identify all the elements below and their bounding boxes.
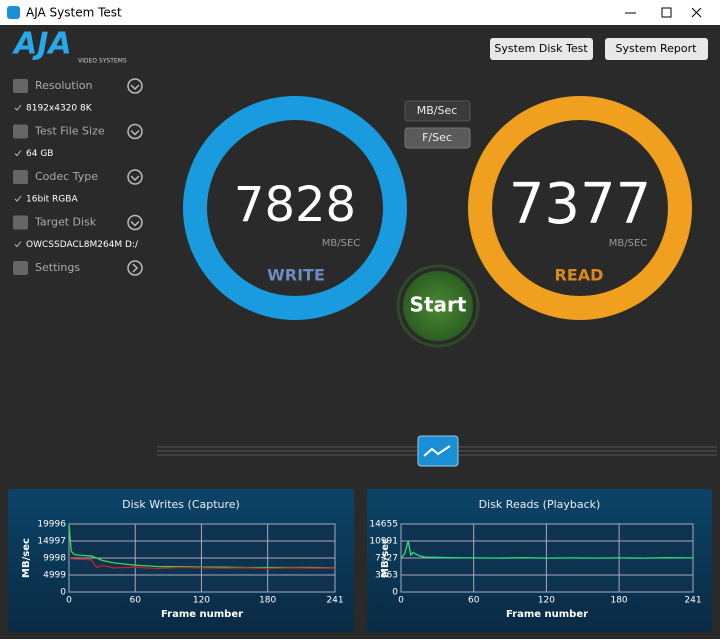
y-tick-label: 14997 bbox=[37, 537, 66, 547]
fsec-toggle[interactable] bbox=[404, 127, 471, 149]
check-mark bbox=[14, 104, 22, 111]
start-button[interactable] bbox=[403, 271, 473, 341]
unit-label: F/Sec bbox=[422, 131, 452, 144]
sidebar-icon bbox=[13, 215, 28, 230]
x-tick-label: 120 bbox=[538, 596, 555, 606]
sidebar-icon bbox=[13, 261, 28, 275]
write-gauge bbox=[183, 96, 407, 320]
y-tick-label: 4999 bbox=[43, 571, 66, 581]
x-tick-label: 241 bbox=[684, 596, 701, 606]
x-tick-label: 120 bbox=[193, 596, 210, 606]
x-tick-label: 180 bbox=[259, 596, 276, 606]
x-axis-label: Frame number bbox=[161, 609, 243, 620]
unit-label: MB/Sec bbox=[417, 104, 458, 117]
app-icon bbox=[7, 6, 20, 19]
x-tick-label: 60 bbox=[129, 596, 141, 606]
write-unit: MB/SEC bbox=[322, 238, 361, 249]
y-tick-label: 3663 bbox=[375, 571, 398, 581]
start-ring bbox=[396, 264, 480, 348]
x-tick-label: 180 bbox=[610, 596, 627, 606]
y-tick-label: 9998 bbox=[43, 554, 66, 564]
system-report-button[interactable] bbox=[605, 38, 708, 60]
sidebar-icon bbox=[13, 79, 28, 93]
series-line bbox=[68, 557, 335, 570]
sidebar-value: OWCSSDACL8M264M D:/ bbox=[26, 240, 139, 250]
y-tick-label: 0 bbox=[60, 588, 66, 598]
chart-title: Disk Writes (Capture) bbox=[122, 498, 240, 511]
chevron bbox=[130, 220, 140, 227]
sidebar-label: Target Disk bbox=[34, 216, 97, 229]
sidebar-label: Resolution bbox=[35, 79, 93, 92]
chevron bbox=[130, 129, 140, 136]
expand-button[interactable] bbox=[127, 260, 143, 276]
series-line bbox=[68, 523, 336, 569]
sidebar-value: 64 GB bbox=[26, 149, 53, 159]
check-mark bbox=[14, 195, 22, 202]
write-label: WRITE bbox=[267, 266, 325, 285]
graph-icon bbox=[423, 445, 451, 457]
x-tick-label: 0 bbox=[66, 596, 72, 606]
x-axis-label: Frame number bbox=[506, 609, 588, 620]
title-bar bbox=[0, 0, 720, 25]
maximize[interactable] bbox=[661, 7, 672, 18]
y-axis-label: MB/sec bbox=[380, 538, 391, 578]
check-mark bbox=[14, 150, 22, 157]
y-tick-label: 0 bbox=[392, 588, 398, 598]
write-value: 7828 bbox=[234, 177, 356, 233]
mbsec-toggle[interactable] bbox=[404, 100, 471, 122]
sidebar-value: 8192x4320 8K bbox=[26, 104, 93, 114]
logo: AJA bbox=[12, 27, 72, 62]
y-tick-label: 7327 bbox=[375, 554, 398, 564]
y-tick-label: 19996 bbox=[37, 520, 66, 530]
sidebar-label: Codec Type bbox=[35, 170, 98, 183]
button-label: System Disk Test bbox=[494, 42, 588, 55]
chevron bbox=[130, 84, 140, 91]
x-tick-label: 241 bbox=[326, 596, 343, 606]
expand-button[interactable] bbox=[127, 78, 143, 94]
sidebar-icon bbox=[13, 124, 28, 139]
window-title: AJA System Test bbox=[26, 6, 122, 20]
x-tick-label: 0 bbox=[398, 596, 404, 606]
expand-button[interactable] bbox=[127, 123, 143, 140]
sidebar-value: 16bit RGBA bbox=[26, 195, 78, 205]
start-label: Start bbox=[410, 293, 467, 317]
graph-toggle[interactable] bbox=[417, 435, 459, 467]
expand-button[interactable] bbox=[127, 214, 143, 231]
chart-title: Disk Reads (Playback) bbox=[479, 498, 601, 511]
read-gauge bbox=[468, 96, 692, 320]
series-line bbox=[400, 540, 694, 559]
chevron bbox=[130, 175, 140, 182]
button-label: System Report bbox=[616, 42, 698, 55]
check-mark bbox=[14, 241, 22, 248]
expand-button[interactable] bbox=[127, 169, 143, 185]
y-axis-label: MB/sec bbox=[21, 538, 32, 578]
logo-tagline: VIDEO SYSTEMS bbox=[78, 58, 127, 65]
read-unit: MB/SEC bbox=[609, 238, 648, 249]
sidebar-label: Test File Size bbox=[34, 125, 105, 138]
y-tick-label: 10991 bbox=[369, 537, 398, 547]
close[interactable] bbox=[691, 7, 702, 18]
y-tick-label: 14655 bbox=[369, 520, 398, 530]
sidebar-label: Settings bbox=[35, 261, 80, 274]
sidebar-icon bbox=[13, 170, 28, 184]
system-disk-test-button[interactable] bbox=[490, 38, 593, 60]
chevron bbox=[132, 263, 139, 273]
read-value: 7377 bbox=[509, 172, 652, 237]
read-label: READ bbox=[555, 266, 604, 285]
x-tick-label: 60 bbox=[468, 596, 480, 606]
